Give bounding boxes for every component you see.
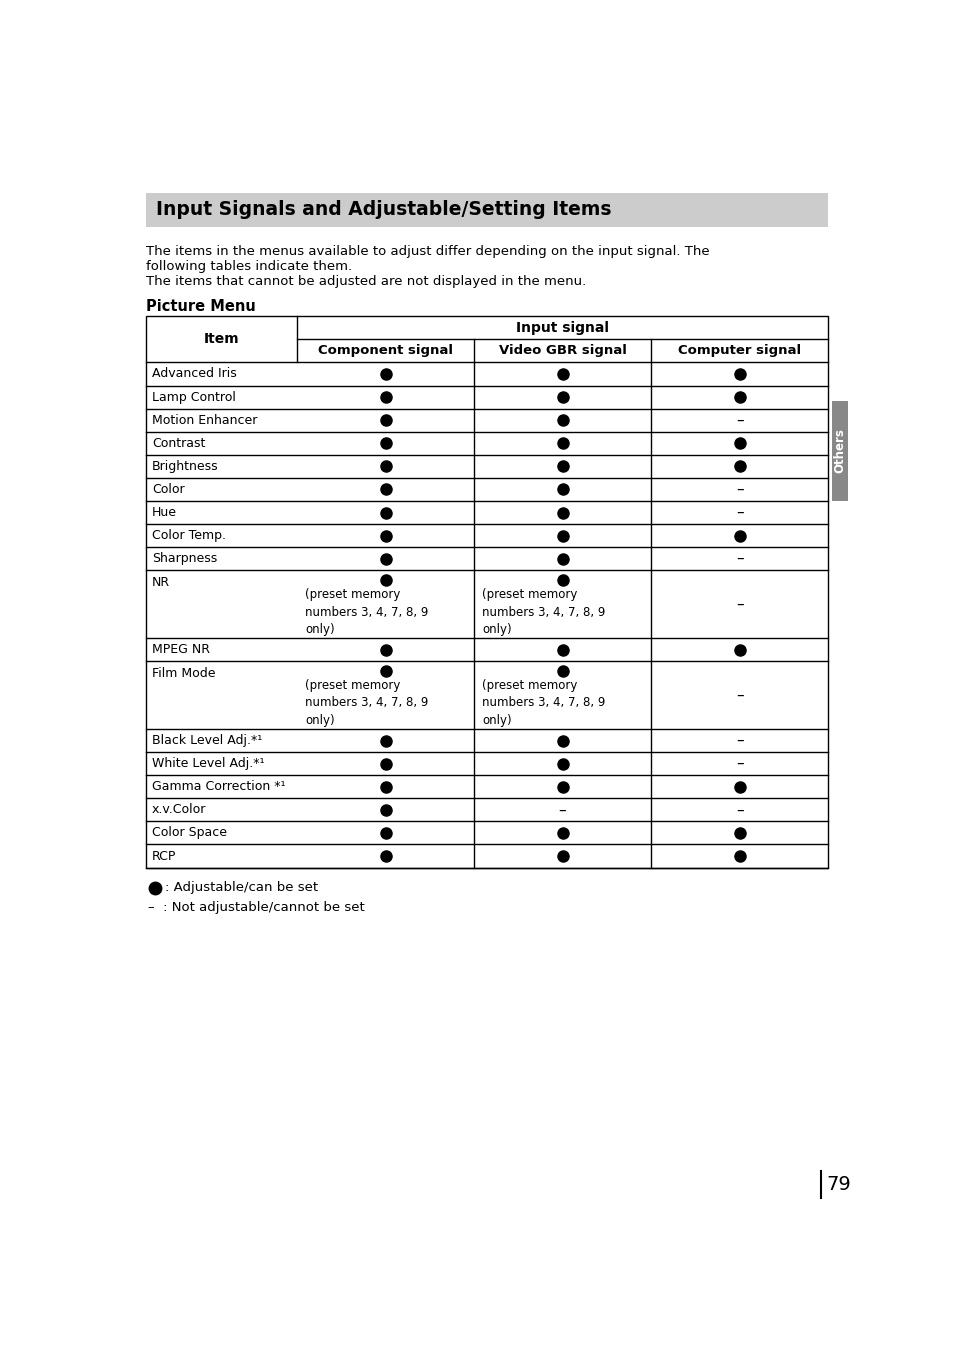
- Text: (preset memory
numbers 3, 4, 7, 8, 9
only): (preset memory numbers 3, 4, 7, 8, 9 onl…: [305, 588, 428, 635]
- Text: Black Level Adj.*¹: Black Level Adj.*¹: [152, 734, 262, 748]
- Text: Motion Enhancer: Motion Enhancer: [152, 414, 257, 427]
- Text: Computer signal: Computer signal: [678, 345, 801, 357]
- Text: (preset memory
numbers 3, 4, 7, 8, 9
only): (preset memory numbers 3, 4, 7, 8, 9 onl…: [481, 679, 605, 727]
- Text: –: –: [735, 552, 742, 566]
- Text: Picture Menu: Picture Menu: [146, 299, 255, 314]
- Text: MPEG NR: MPEG NR: [152, 644, 210, 656]
- Text: –  : Not adjustable/cannot be set: – : Not adjustable/cannot be set: [148, 902, 364, 914]
- Text: (preset memory
numbers 3, 4, 7, 8, 9
only): (preset memory numbers 3, 4, 7, 8, 9 onl…: [305, 679, 428, 727]
- Text: Others: Others: [833, 429, 845, 473]
- Text: Film Mode: Film Mode: [152, 667, 215, 680]
- Text: The items that cannot be adjusted are not displayed in the menu.: The items that cannot be adjusted are no…: [146, 274, 586, 288]
- Text: The items in the menus available to adjust differ depending on the input signal.: The items in the menus available to adju…: [146, 246, 709, 258]
- Text: Sharpness: Sharpness: [152, 552, 217, 565]
- Bar: [831, 402, 847, 502]
- Text: –: –: [735, 688, 742, 703]
- Text: –: –: [735, 733, 742, 748]
- Text: –: –: [735, 756, 742, 771]
- Text: White Level Adj.*¹: White Level Adj.*¹: [152, 757, 264, 771]
- Text: 79: 79: [826, 1175, 851, 1194]
- Text: Color Temp.: Color Temp.: [152, 529, 226, 542]
- Text: Item: Item: [204, 333, 239, 346]
- Text: RCP: RCP: [152, 849, 176, 863]
- Text: x.v.Color: x.v.Color: [152, 803, 206, 817]
- Text: NR: NR: [152, 576, 170, 588]
- Text: Color: Color: [152, 483, 184, 496]
- Text: Contrast: Contrast: [152, 437, 205, 450]
- Text: Brightness: Brightness: [152, 460, 218, 473]
- Text: Advanced Iris: Advanced Iris: [152, 368, 236, 380]
- Text: –: –: [735, 596, 742, 611]
- Text: –: –: [735, 506, 742, 521]
- Text: Color Space: Color Space: [152, 826, 227, 840]
- Text: Hue: Hue: [152, 506, 176, 519]
- Text: –: –: [735, 802, 742, 818]
- Text: Video GBR signal: Video GBR signal: [498, 345, 626, 357]
- Bar: [146, 316, 827, 868]
- Text: : Adjustable/can be set: : Adjustable/can be set: [165, 882, 317, 894]
- Text: following tables indicate them.: following tables indicate them.: [146, 260, 352, 273]
- Text: Input signal: Input signal: [516, 320, 609, 335]
- Text: –: –: [558, 802, 566, 818]
- Text: –: –: [735, 483, 742, 498]
- Text: Gamma Correction *¹: Gamma Correction *¹: [152, 780, 285, 794]
- Bar: [146, 193, 827, 227]
- Text: (preset memory
numbers 3, 4, 7, 8, 9
only): (preset memory numbers 3, 4, 7, 8, 9 onl…: [481, 588, 605, 635]
- Text: –: –: [735, 412, 742, 427]
- Text: Input Signals and Adjustable/Setting Items: Input Signals and Adjustable/Setting Ite…: [155, 200, 611, 219]
- Text: Lamp Control: Lamp Control: [152, 391, 235, 404]
- Text: Component signal: Component signal: [318, 345, 453, 357]
